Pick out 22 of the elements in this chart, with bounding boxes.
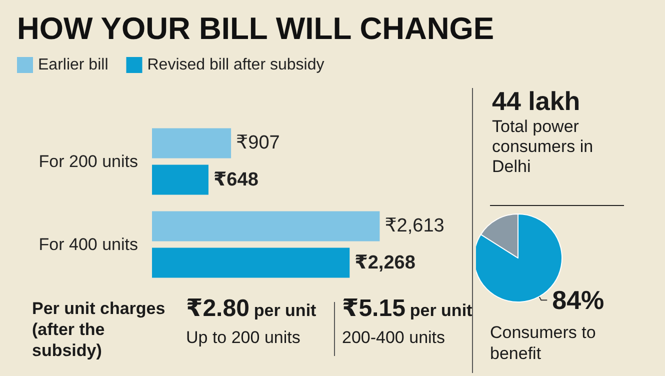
chart-title: HOW YOUR BILL WILL CHANGE	[17, 11, 494, 46]
data-label: ₹907	[236, 132, 280, 154]
bar	[152, 164, 208, 195]
text: ₹2.80 per unit	[186, 295, 316, 322]
y-tick-label: For 200 units	[38, 152, 138, 171]
y-tick-label: For 400 units	[38, 235, 138, 254]
text: Up to 200 units	[186, 327, 302, 349]
data-label: ₹2,613	[384, 216, 444, 237]
text: ₹5.15 per unit	[342, 295, 472, 322]
bar	[152, 128, 232, 158]
legend-label: Earlier bill	[38, 56, 108, 74]
text: Per unit charges (after the subsidy)	[32, 298, 166, 361]
data-label: 84%	[552, 285, 604, 316]
legend-label: Revised bill after subsidy	[147, 56, 324, 74]
text: Total power consumers in Delhi	[492, 117, 594, 177]
text: Consumers to benefit	[490, 322, 597, 364]
data-label: ₹2,268	[354, 252, 416, 274]
data-label: ₹648	[213, 169, 258, 190]
text: 200-400 units	[342, 327, 446, 349]
bar	[152, 211, 380, 242]
bar	[152, 248, 350, 278]
text: 44 lakh	[492, 86, 582, 117]
